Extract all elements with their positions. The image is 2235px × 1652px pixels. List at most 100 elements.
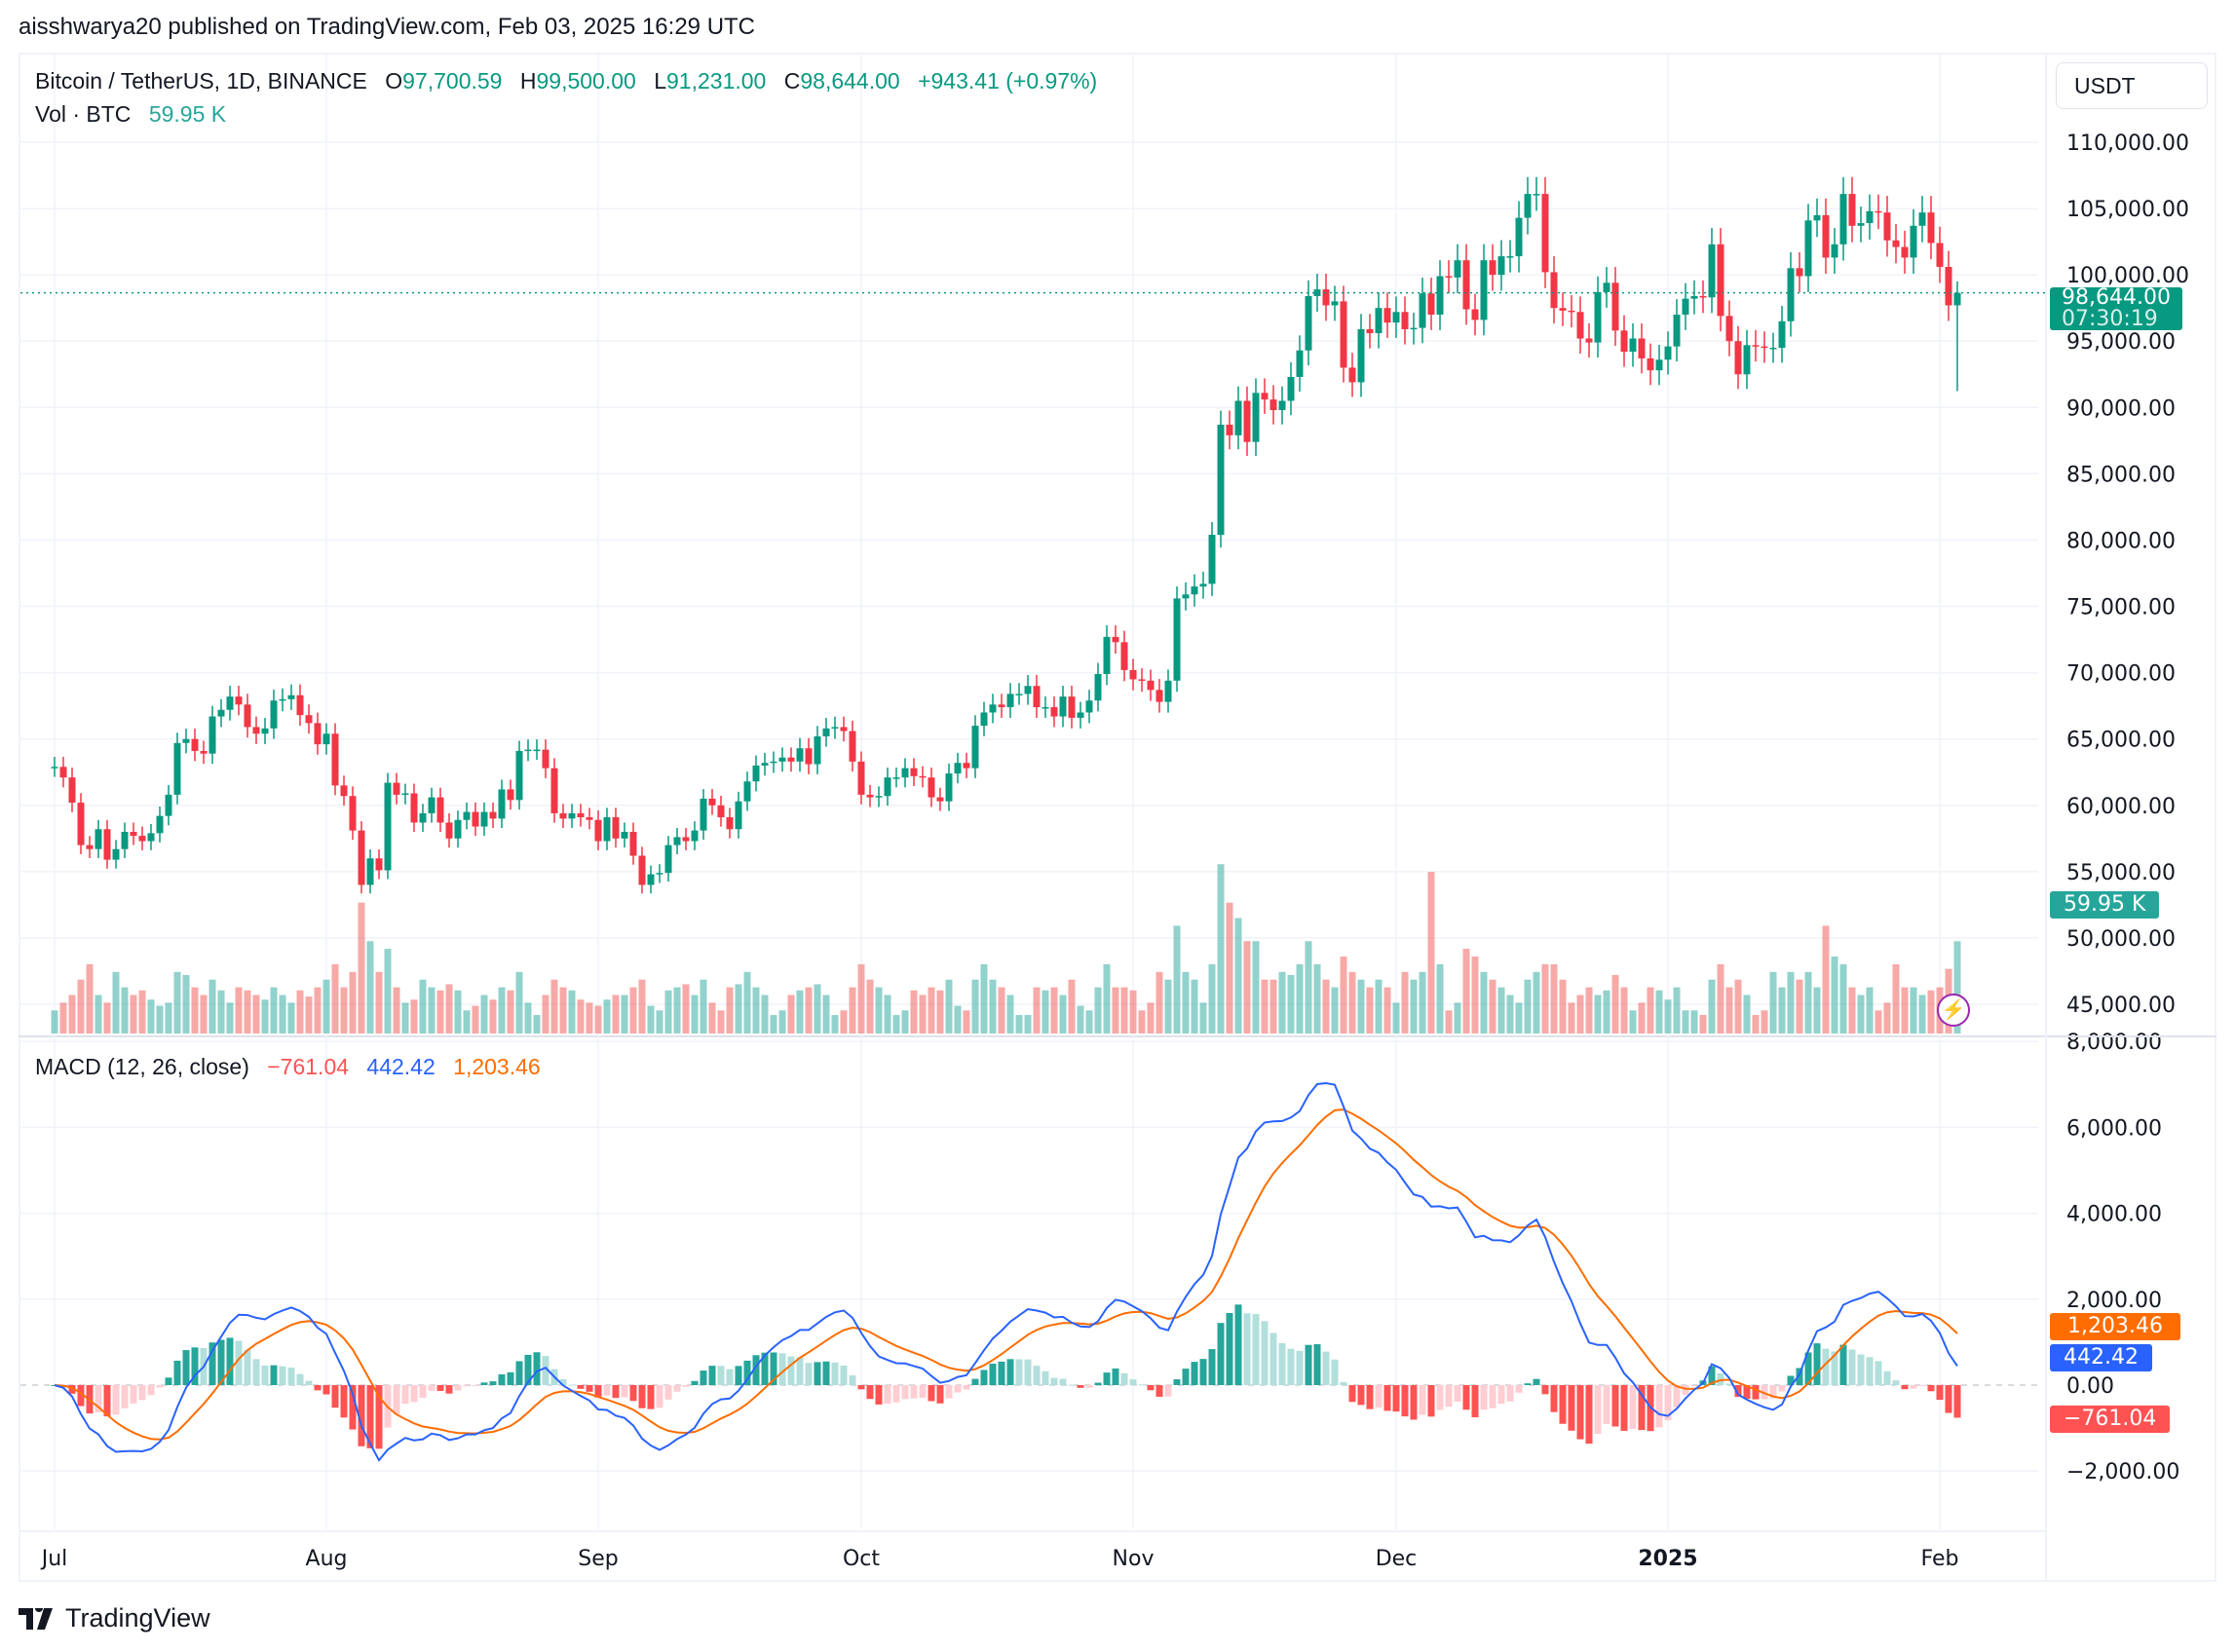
candle-body — [1050, 707, 1058, 717]
macd-histogram-bar — [1033, 1366, 1041, 1385]
volume-bar — [840, 1010, 848, 1033]
macd-label[interactable]: MACD (12, 26, close) — [35, 1054, 249, 1079]
candle-body — [138, 836, 146, 842]
volume-bar — [542, 995, 549, 1033]
tradingview-logo[interactable]: TradingView — [19, 1603, 210, 1633]
macd-histogram-bar — [1269, 1333, 1277, 1385]
volume-bar — [191, 987, 199, 1033]
candle-body — [1480, 260, 1488, 320]
candle-body — [726, 817, 734, 830]
macd-histogram-bar — [463, 1385, 471, 1387]
candle-body — [1147, 680, 1155, 691]
macd-histogram-bar — [1191, 1362, 1198, 1385]
volume-bar — [1918, 995, 1926, 1033]
volume-bar — [480, 995, 488, 1033]
candle-body — [673, 837, 681, 845]
macd-histogram-bar — [1611, 1385, 1619, 1427]
volume-bar — [1085, 1010, 1093, 1033]
signal-tag: 1,203.46 — [2050, 1313, 2180, 1340]
volume-bar — [1769, 971, 1777, 1033]
volume-bar — [296, 990, 304, 1033]
volume-bar — [787, 995, 795, 1033]
volume-bar — [1875, 1010, 1882, 1033]
candle-body — [1357, 328, 1365, 383]
volume-bar — [700, 979, 707, 1033]
symbol-title[interactable]: Bitcoin / TetherUS, 1D, BINANCE — [35, 68, 367, 94]
volume-bar — [726, 987, 734, 1033]
macd-histogram-bar — [1533, 1378, 1540, 1385]
macd-histogram-bar — [375, 1385, 383, 1449]
macd-histogram-bar — [454, 1385, 462, 1391]
volume-bar — [1410, 979, 1418, 1033]
volume-bar — [1594, 995, 1602, 1033]
macd-histogram-bar — [1462, 1385, 1470, 1410]
volume-label[interactable]: Vol · BTC — [35, 101, 132, 127]
candle-body — [173, 742, 181, 795]
volume-bar — [805, 987, 813, 1033]
published-caption: aisshwarya20 published on TradingView.co… — [19, 14, 756, 40]
candle-body — [1375, 308, 1383, 334]
macd-histogram-bar — [1734, 1385, 1742, 1398]
volume-bar — [1550, 963, 1558, 1033]
lightning-icon[interactable]: ⚡ — [1937, 994, 1970, 1027]
volume-bar — [1427, 872, 1435, 1033]
candle-body — [805, 748, 813, 765]
macd-histogram-bar — [1708, 1366, 1716, 1385]
volume-bar — [884, 995, 891, 1033]
macd-histogram-bar — [1182, 1369, 1190, 1385]
macd-histogram-bar — [498, 1373, 506, 1385]
candle-body — [814, 735, 821, 765]
candle-body — [708, 798, 716, 806]
candle-body — [515, 750, 523, 801]
volume-bar — [971, 979, 979, 1033]
volume-bar — [647, 1005, 655, 1033]
candle-body — [1059, 696, 1067, 717]
candle-body — [743, 781, 751, 802]
volume-bar — [1796, 979, 1803, 1033]
macd-histogram-bar — [515, 1361, 523, 1385]
candle-body — [1436, 276, 1444, 315]
macd-histogram-bar — [998, 1361, 1005, 1385]
candle-body — [1611, 282, 1619, 331]
candle-body — [945, 773, 953, 802]
macd-histogram-bar — [717, 1366, 725, 1385]
volume-bar — [603, 999, 611, 1033]
candle-body — [647, 874, 655, 885]
volume-bar — [1533, 971, 1540, 1033]
candle-body — [1927, 212, 1935, 244]
currency-selector[interactable]: USDT — [2056, 62, 2208, 109]
volume-bar — [1392, 1002, 1400, 1033]
candle-body — [577, 812, 585, 818]
volume-bar — [1278, 971, 1286, 1033]
candle-body — [1804, 220, 1812, 277]
volume-bar — [1006, 995, 1014, 1033]
volume-bar — [682, 984, 690, 1033]
volume-bar — [963, 1010, 970, 1033]
macd-histogram-bar — [1313, 1343, 1321, 1385]
macd-histogram-bar — [314, 1385, 322, 1391]
volume-bar — [165, 1002, 172, 1033]
candle-body — [612, 817, 620, 839]
candle-body — [1831, 244, 1838, 258]
low-label: L — [654, 68, 667, 94]
price-tick-label: 55,000.00 — [2066, 861, 2176, 885]
candle-body — [1287, 376, 1295, 401]
macd-histogram-bar — [1006, 1359, 1014, 1385]
macd-histogram-bar — [480, 1382, 488, 1385]
volume-bar — [138, 990, 146, 1033]
macd-histogram-bar — [840, 1365, 848, 1385]
volume-bar — [340, 987, 348, 1033]
volume-bar — [331, 963, 339, 1033]
macd-histogram-bar — [182, 1350, 190, 1385]
macd-histogram-bar — [165, 1377, 172, 1385]
volume-bar — [770, 1015, 777, 1033]
volume-bar — [1506, 995, 1514, 1033]
macd-histogram-bar — [1094, 1382, 1102, 1385]
candle-body — [700, 798, 707, 831]
time-tick-label: 2025 — [1638, 1547, 1697, 1571]
candle-body — [1673, 315, 1681, 347]
volume-bar — [1699, 1015, 1707, 1033]
candle-body — [1261, 393, 1269, 400]
volume-bar — [1305, 941, 1312, 1033]
